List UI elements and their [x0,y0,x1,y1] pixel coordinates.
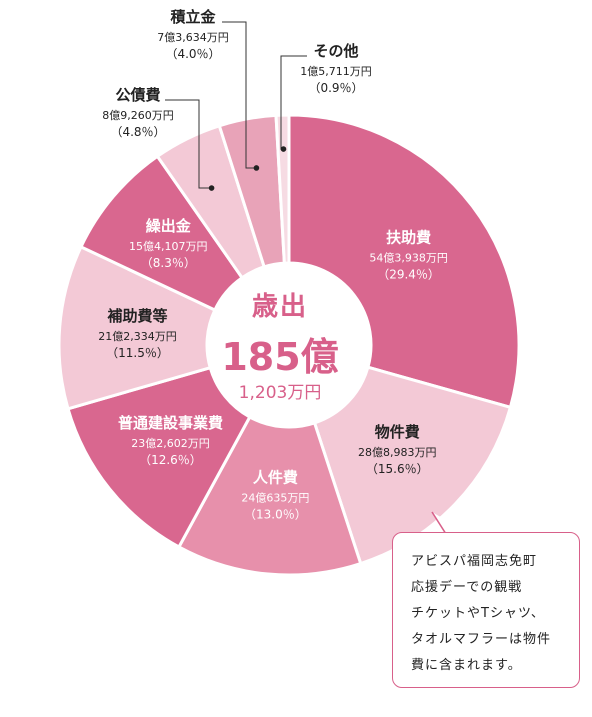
slice-label-name: 物件費 [375,423,420,441]
slice-label-amount: 24億635万円 [241,491,309,504]
center-amount: 185億 [221,335,339,379]
slice-label-percent: （11.5％） [106,346,169,360]
note-line: アビスパ福岡志免町 [411,554,538,569]
note-line: 費に含まれます。 [411,658,522,673]
slice-label-amount: 54億3,938万円 [369,251,448,264]
slice-label-amount: 28億8,983万円 [358,446,437,459]
note-line: 応援デーでの観戦 [411,580,523,595]
slice-label-percent: （4.0％） [165,47,220,61]
callout-note: アビスパ福岡志免町 応援デーでの観戦 チケットやTシャツ、 タオルマフラーは物件… [392,532,580,688]
slice-label-name: 公債費 [115,86,160,104]
slice-label-name: 繰出金 [146,217,192,235]
slice-label-amount: 8億9,260万円 [102,109,174,122]
slice-label-percent: （15.6％） [366,462,429,476]
donut-hole [207,263,371,427]
center-title: 歳出 [251,292,308,322]
slice-label-name: 補助費等 [106,307,167,325]
slice-label-name: 人件費 [253,468,298,486]
slice-label-percent: （8.3％） [141,256,196,270]
slice-label-name: その他 [313,42,358,60]
center-amount-sub: 1,203万円 [238,383,322,403]
slice-label-percent: （29.4％） [377,267,440,281]
slice-label-amount: 23億2,602万円 [131,437,210,450]
slice-label-name: 扶助費 [386,228,431,246]
slice-label-amount: 1億5,711万円 [300,65,372,78]
slice-label-percent: （0.9％） [308,81,363,95]
note-line: タオルマフラーは物件 [411,632,552,647]
leader-dot [208,185,215,191]
slice-label-percent: （4.8％） [110,125,165,139]
leader-dot [253,165,260,171]
pie-slice [176,414,363,577]
slice-label-name: 普通建設事業費 [118,414,223,432]
slice-label-percent: （12.6％） [139,453,202,467]
slice-label-amount: 7億3,634万円 [157,31,229,44]
leader-line [222,21,257,169]
leader-line [165,99,212,189]
slice-label-name: 積立金 [169,8,216,26]
leader-dot [280,146,287,152]
slice-label-amount: 15億4,107万円 [129,240,208,253]
slice-label-amount: 21億2,334万円 [98,330,177,343]
slice-label-percent: （13.0％） [244,507,307,521]
note-line: チケットやTシャツ、 [411,606,545,621]
